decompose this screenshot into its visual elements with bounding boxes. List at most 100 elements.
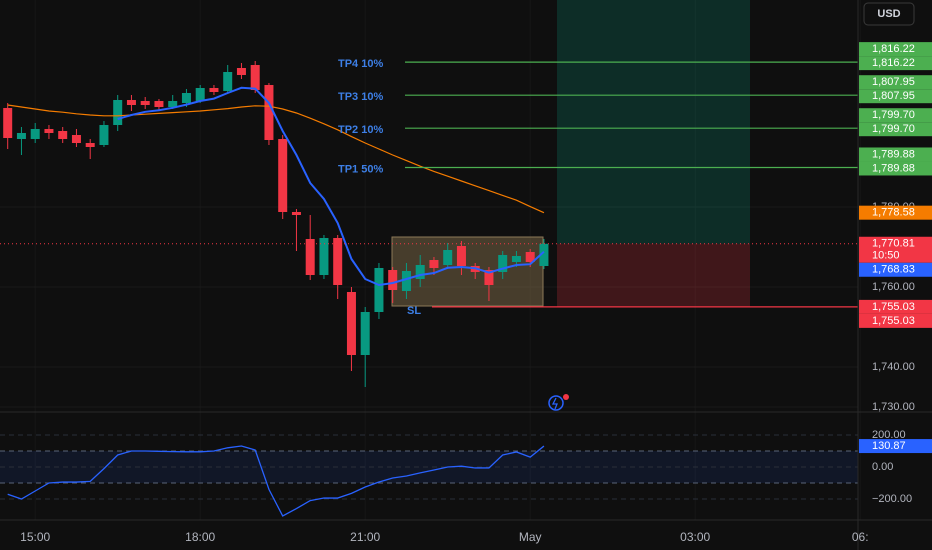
candle-body: [209, 88, 219, 92]
target-zone: [557, 0, 750, 244]
level-price-box: [859, 42, 932, 57]
x-tick-label: 18:00: [185, 530, 215, 544]
candle-body: [154, 101, 164, 107]
level-price: 1,799.70: [872, 109, 915, 121]
icon-dot: [563, 394, 569, 400]
currency-box: [863, 2, 915, 26]
last-price-box: [859, 236, 932, 263]
currency-label: USD: [877, 8, 900, 20]
level-price: 1,816.22: [872, 43, 915, 55]
level-price-box: [859, 75, 932, 90]
y-tick-label: 1,740.00: [872, 361, 915, 373]
x-tick-label: 03:00: [680, 530, 710, 544]
candle-body: [99, 125, 109, 145]
candle-body: [58, 131, 68, 139]
level-label: TP1 50%: [338, 163, 383, 175]
ma-price-box: [859, 262, 932, 277]
level-price-box: [859, 89, 932, 104]
oscillator-value: 130.87: [872, 440, 906, 452]
candle-body: [278, 139, 288, 212]
y-tick-label: 1,760.00: [872, 281, 915, 293]
candle-body: [181, 93, 191, 103]
x-tick-label: 06:: [852, 530, 869, 544]
level-price-box: [859, 56, 932, 71]
candle-body: [333, 238, 343, 285]
candle-body: [511, 256, 521, 262]
candle-body: [264, 85, 274, 140]
ma-price: 1,768.83: [872, 264, 915, 276]
candle-body: [539, 243, 549, 266]
candle-body: [168, 101, 178, 107]
oscillator-value-box: [859, 439, 932, 454]
candle-body: [71, 135, 81, 143]
y-tick-label: 1,730.00: [872, 401, 915, 413]
candle-body: [85, 143, 95, 147]
level-price: 1,807.95: [872, 90, 915, 102]
candle-body: [44, 129, 54, 133]
level-label: SL: [407, 305, 421, 317]
level-price: 1,807.95: [872, 76, 915, 88]
replay-icon[interactable]: [548, 394, 569, 411]
candle-body: [498, 255, 508, 272]
candle-body: [195, 88, 205, 101]
grid: [0, 206, 858, 500]
candle-body: [305, 239, 315, 275]
candle-body: [319, 238, 329, 275]
level-price: 1,789.88: [872, 148, 915, 160]
level-price: 1,755.03: [872, 301, 915, 313]
candle-body: [456, 246, 466, 266]
candle-body: [360, 312, 370, 355]
candle-body: [443, 250, 453, 265]
level-price-box: [859, 147, 932, 162]
candle-body: [223, 72, 233, 91]
axis: 15:00 18:00 21:00 May 03:00 06: 1,730.00 1,740.…: [20, 42, 932, 544]
x-tick-label: 15:00: [20, 530, 50, 544]
level-price-box: [859, 108, 932, 123]
candle-body: [30, 129, 40, 139]
candle-body: [346, 292, 356, 355]
last-price: 1,770.81: [872, 238, 915, 250]
y-tick-label: 200.00: [872, 429, 906, 441]
x-tick-label: 21:00: [350, 530, 380, 544]
level-price-box: [859, 299, 932, 314]
plot: TP4 10% TP3 10% TP2 10% TP1 50% SL: [0, 58, 858, 517]
y-tick-label: −200.00: [872, 493, 912, 505]
ma-price-box: [859, 205, 932, 220]
range-box: [391, 236, 544, 307]
candle-body: [388, 270, 398, 290]
icon-bolt: [551, 397, 558, 410]
level-price: 1,789.88: [872, 162, 915, 174]
candle-body: [140, 101, 150, 105]
oscillator-line: [7, 445, 545, 517]
currency-button[interactable]: USD: [863, 2, 915, 26]
candle-body: [484, 270, 494, 285]
countdown: 10:50: [872, 250, 900, 262]
level-price: 1,799.70: [872, 123, 915, 135]
candle-body: [236, 68, 246, 75]
candle-body: [250, 65, 260, 90]
level-price-box: [859, 122, 932, 137]
icon-ring: [548, 395, 564, 411]
candle-body: [3, 108, 13, 138]
level-label: TP2 10%: [338, 124, 383, 136]
level-price: 1,755.03: [872, 315, 915, 327]
level-price-box: [859, 313, 932, 328]
level-label: TP4 10%: [338, 58, 383, 70]
candle-body: [113, 100, 123, 125]
x-tick-label: May: [519, 530, 542, 544]
candle-body: [291, 212, 301, 215]
y-tick-label: 0.00: [872, 461, 893, 473]
candle-body: [126, 100, 136, 105]
level-price-box: [859, 161, 932, 176]
candle-body: [374, 268, 384, 312]
candle-body: [525, 252, 535, 262]
candle-body: [415, 265, 425, 279]
candle-body: [429, 260, 439, 268]
candle-body: [401, 271, 411, 291]
position-zones: [557, 0, 750, 307]
candle-body: [16, 133, 26, 139]
ma-price: 1,778.58: [872, 207, 915, 219]
